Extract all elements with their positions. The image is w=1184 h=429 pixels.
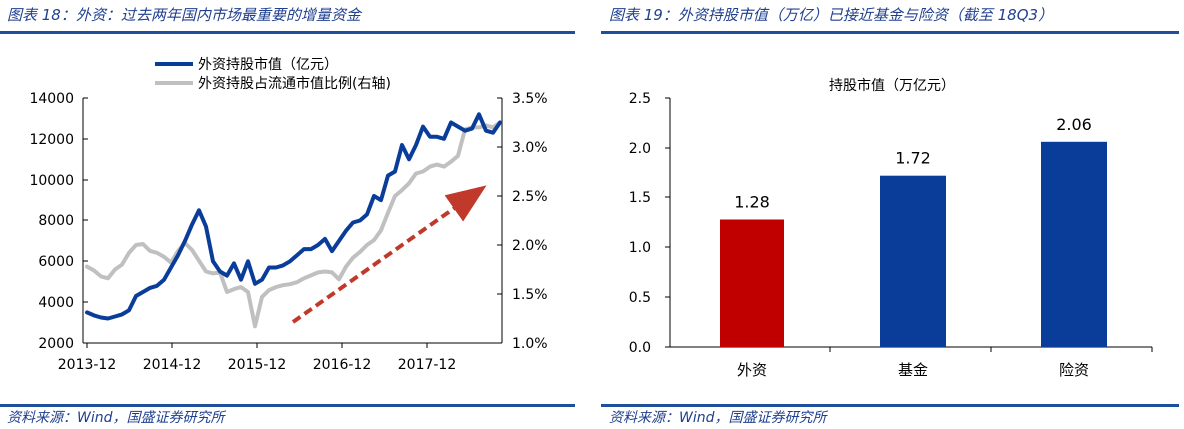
left-source: 资料来源：Wind，国盛证券研究所 — [7, 410, 225, 426]
bar-categories: 外资 基金 险资 — [737, 361, 1089, 379]
y2-tick-label: 3.5% — [512, 91, 548, 107]
x-tick: 2014-12 — [143, 343, 202, 373]
left-line-chart: 14000 12000 10000 8000 6000 4000 2000 — [29, 56, 548, 373]
bar-category-label: 外资 — [737, 361, 767, 379]
legend: 外资持股市值（亿元） 外资持股占流通市值比例(右轴) — [155, 56, 391, 92]
x-ticks: 2013-12 2014-12 2015-12 2016-12 2017-12 — [58, 343, 457, 373]
bar-value-labels: 1.28 1.72 2.06 — [734, 115, 1092, 212]
x-tick: 2016-12 — [313, 343, 372, 373]
legend-label-value: 外资持股市值（亿元） — [198, 56, 338, 73]
y-tick-label: 14000 — [29, 91, 74, 107]
y2-tick: 2.5% — [497, 189, 548, 205]
bar-y-tick: 0.0 — [629, 340, 670, 356]
right-title-rule — [601, 31, 1179, 34]
bar-value-label: 1.28 — [734, 193, 770, 212]
y-tick: 10000 — [29, 173, 88, 189]
bar-value-label: 1.72 — [895, 149, 931, 168]
y2-tick: 1.5% — [497, 287, 548, 303]
bar-y-tick-label: 1.0 — [629, 240, 651, 256]
y-tick: 4000 — [38, 295, 88, 311]
bar-y-tick: 2.0 — [629, 141, 670, 157]
bar-fund — [880, 175, 946, 347]
y-tick-label: 4000 — [38, 295, 74, 311]
x-tick: 2015-12 — [228, 343, 287, 373]
right-y-ticks: 3.5% 3.0% 2.5% 2.0% 1.5% 1.0% — [497, 91, 548, 352]
x-tick-label: 2013-12 — [58, 357, 117, 373]
y2-tick-label: 1.5% — [512, 287, 548, 303]
y-tick: 6000 — [38, 254, 88, 270]
y2-tick: 2.0% — [497, 238, 548, 254]
right-source: 资料来源：Wind，国盛证券研究所 — [609, 410, 827, 426]
trend-arrow — [291, 185, 487, 324]
bar-y-tick: 1.5 — [629, 190, 670, 206]
bars — [720, 141, 1107, 347]
bar-y-tick: 1.0 — [629, 240, 670, 256]
y2-tick-label: 2.0% — [512, 238, 548, 254]
y2-tick: 3.0% — [497, 140, 548, 156]
right-panel-title: 图表 19：外资持股市值（万亿）已接近基金与险资（截至 18Q3） — [609, 6, 1054, 24]
left-source-rule — [0, 404, 575, 407]
x-tick-label: 2014-12 — [143, 357, 202, 373]
bar-y-tick: 0.5 — [629, 290, 670, 306]
bar-value-label: 2.06 — [1056, 115, 1092, 134]
bar-y-tick: 2.5 — [629, 91, 670, 107]
left-y-ticks: 14000 12000 10000 8000 6000 4000 2000 — [29, 91, 88, 352]
y2-tick-label: 1.0% — [512, 336, 548, 352]
y2-tick-label: 2.5% — [512, 189, 548, 205]
y2-tick: 3.5% — [497, 91, 548, 107]
bar-insurance — [1041, 141, 1107, 347]
x-tick: 2017-12 — [398, 343, 457, 373]
bar-chart-title: 持股市值（万亿元） — [829, 77, 955, 94]
bar-y-tick-label: 0.0 — [629, 340, 651, 356]
bar-category-label: 基金 — [898, 361, 928, 379]
bar-foreign — [720, 219, 784, 347]
y2-tick-label: 3.0% — [512, 140, 548, 156]
y-tick-label: 6000 — [38, 254, 74, 270]
right-source-rule — [601, 404, 1179, 407]
y-tick-label: 8000 — [38, 213, 74, 229]
bar-y-tick-label: 2.5 — [629, 91, 651, 107]
legend-item-value: 外资持股市值（亿元） — [155, 56, 338, 73]
x-tick: 2013-12 — [58, 343, 117, 373]
bar-y-tick-label: 1.5 — [629, 190, 651, 206]
bar-y-tick-label: 0.5 — [629, 290, 651, 306]
series-value-line — [85, 112, 502, 321]
y-tick-label: 10000 — [29, 173, 74, 189]
right-bar-chart: 持股市值（万亿元） 2.5 2.0 1.5 1.0 0.5 0.0 — [629, 77, 1153, 379]
x-tick-label: 2015-12 — [228, 357, 287, 373]
bar-y-ticks: 2.5 2.0 1.5 1.0 0.5 0.0 — [629, 91, 670, 356]
bar-y-tick-label: 2.0 — [629, 141, 651, 157]
bar-x-dividers — [829, 347, 1153, 352]
x-tick-label: 2017-12 — [398, 357, 457, 373]
y-tick: 8000 — [38, 213, 88, 229]
series-ratio-line — [85, 120, 502, 329]
x-tick-label: 2016-12 — [313, 357, 372, 373]
y-tick: 14000 — [29, 91, 88, 107]
y-tick-label: 2000 — [38, 336, 74, 352]
legend-label-ratio: 外资持股占流通市值比例(右轴) — [198, 75, 391, 92]
y-tick-label: 12000 — [29, 132, 74, 148]
y2-tick: 1.0% — [497, 336, 548, 352]
bar-category-label: 险资 — [1059, 361, 1089, 379]
left-panel-title: 图表 18：外资：过去两年国内市场最重要的增量资金 — [7, 6, 361, 24]
left-title-rule — [0, 31, 575, 34]
y-tick: 12000 — [29, 132, 88, 148]
legend-item-ratio: 外资持股占流通市值比例(右轴) — [155, 75, 391, 92]
